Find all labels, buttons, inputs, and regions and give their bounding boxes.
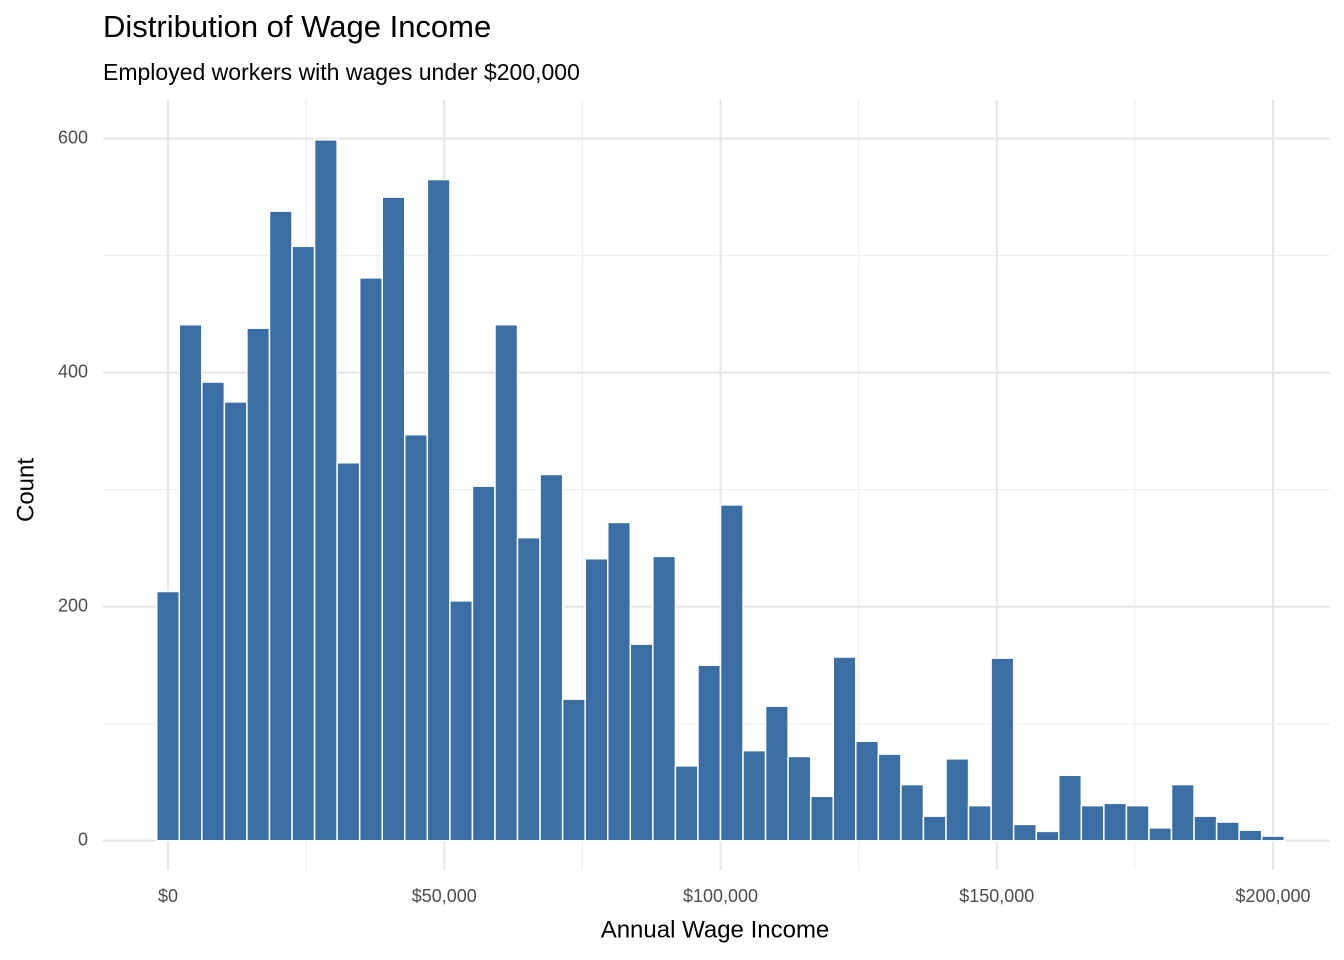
x-tick-label: $50,000: [412, 886, 477, 906]
bar: [1193, 815, 1218, 842]
bar: [291, 245, 316, 842]
bar: [1238, 829, 1263, 842]
chart-subtitle: Employed workers with wages under $200,0…: [103, 59, 580, 85]
bar: [358, 277, 383, 842]
bar: [471, 485, 496, 842]
bar: [1215, 821, 1240, 842]
bar: [336, 462, 361, 842]
bar: [787, 755, 812, 842]
y-tick-label: 200: [58, 595, 88, 615]
bar: [155, 590, 181, 842]
bar: [674, 765, 699, 842]
y-tick-label: 0: [78, 829, 88, 849]
bar: [652, 555, 677, 842]
bar: [539, 473, 564, 842]
x-tick-label: $100,000: [683, 886, 758, 906]
bar: [1012, 823, 1037, 842]
bar: [967, 804, 992, 842]
bar: [1058, 774, 1083, 842]
bar: [900, 783, 925, 842]
bar: [1080, 804, 1105, 842]
bar: [246, 327, 271, 842]
bar: [426, 178, 451, 842]
bar: [223, 401, 248, 842]
bar: [561, 698, 586, 842]
y-axis-title: Count: [12, 458, 39, 522]
bar: [877, 753, 902, 842]
bar: [404, 433, 429, 842]
bar: [449, 600, 474, 842]
chart-title: Distribution of Wage Income: [103, 9, 491, 44]
y-tick-label: 400: [58, 361, 88, 381]
bar: [945, 758, 970, 842]
bar: [201, 381, 226, 842]
bar: [606, 521, 632, 842]
bar: [855, 740, 880, 842]
bar: [809, 795, 835, 842]
x-tick-label: $200,000: [1235, 886, 1310, 906]
bar: [1260, 835, 1286, 842]
bar: [629, 643, 654, 842]
bar: [381, 196, 406, 842]
x-tick-label: $0: [158, 886, 178, 906]
bar: [178, 323, 203, 842]
x-axis-title: Annual Wage Income: [601, 916, 830, 943]
bar: [584, 557, 609, 842]
bar: [742, 749, 767, 842]
bar: [516, 536, 541, 842]
bar: [990, 657, 1015, 842]
bar: [1103, 802, 1128, 842]
bar: [1170, 783, 1195, 842]
bar: [764, 705, 789, 842]
bar: [832, 656, 857, 842]
bar: [313, 139, 338, 842]
bar: [922, 815, 947, 842]
bar: [268, 210, 293, 842]
bar: [1125, 804, 1150, 842]
x-tick-label: $150,000: [959, 886, 1034, 906]
y-tick-label: 600: [58, 127, 88, 147]
bar: [697, 664, 722, 842]
bar: [719, 504, 744, 842]
bar: [1148, 827, 1173, 842]
bar: [1035, 830, 1060, 842]
bar: [494, 323, 519, 842]
